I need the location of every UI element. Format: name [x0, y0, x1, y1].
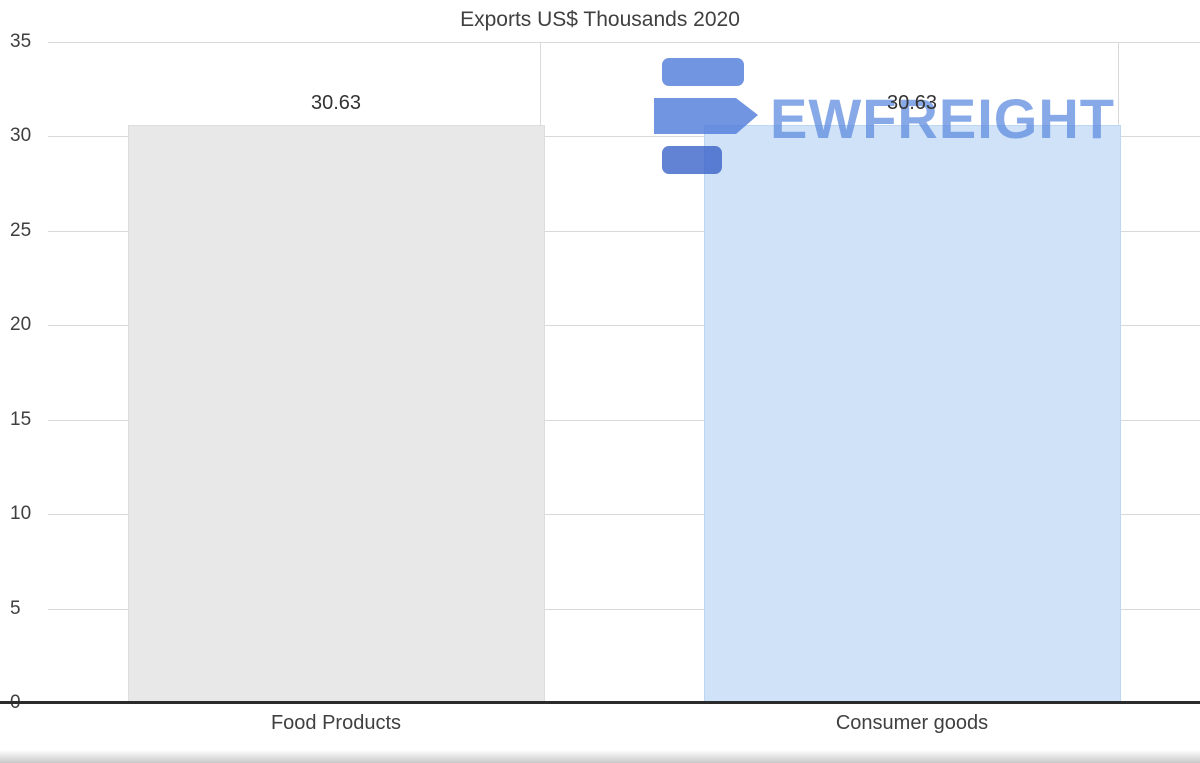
y-axis-tick-label: 25	[10, 219, 32, 241]
window-bottom-shadow	[0, 750, 1200, 763]
horizontal-gridline	[48, 325, 1200, 327]
y-axis-tick-label: 15	[10, 408, 32, 430]
x-axis-line	[0, 701, 1200, 704]
y-axis-tick-label: 35	[10, 31, 32, 52]
bar-consumer-goods	[704, 124, 1121, 703]
plot-area: 30.63 30.63	[48, 42, 1200, 704]
bar-value-label: 30.63	[886, 91, 938, 114]
horizontal-gridline	[48, 230, 1200, 232]
y-axis-tick-label: 30	[10, 125, 32, 147]
horizontal-gridline	[48, 136, 1200, 138]
x-axis-category-label: Consumer goods	[835, 712, 989, 734]
bar-food-products	[128, 124, 545, 703]
chart-title: Exports US$ Thousands 2020	[460, 8, 740, 31]
y-axis-tick-label: 5	[10, 597, 21, 619]
y-axis-tick-label: 20	[10, 314, 32, 336]
bar-value-label: 30.63	[310, 91, 362, 114]
horizontal-gridline	[48, 514, 1200, 516]
horizontal-gridline	[48, 419, 1200, 421]
y-axis-tick-label: 10	[10, 503, 32, 525]
x-axis-category-label: Food Products	[270, 712, 402, 734]
horizontal-gridline	[48, 608, 1200, 610]
horizontal-gridline	[48, 42, 1200, 43]
